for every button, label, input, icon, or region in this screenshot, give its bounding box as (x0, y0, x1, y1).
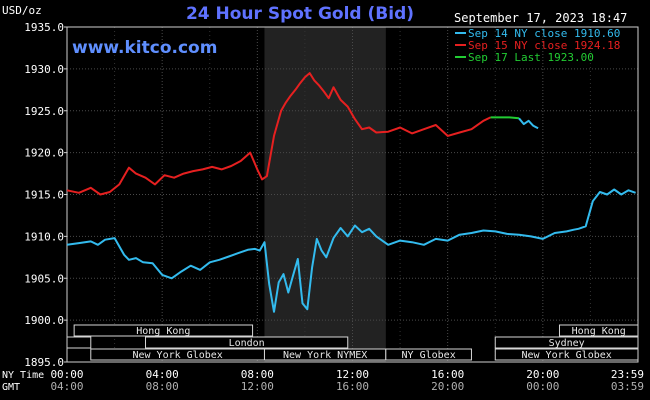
y-tick-label: 1910.0 (24, 230, 64, 243)
legend-label: Sep 14 NY close 1910.60 (468, 27, 620, 40)
series-line (66, 72, 491, 196)
y-tick-label: 1920.0 (24, 147, 64, 160)
y-tick-label: 1935.0 (24, 21, 64, 34)
session-label: London (229, 338, 265, 349)
session-box: Hong Kong (73, 324, 254, 337)
ny-time-label: NY Time (2, 370, 44, 381)
y-tick-label: 1905.0 (24, 272, 64, 285)
x-tick-label-gmt: 16:00 (336, 380, 369, 393)
legend-label: Sep 15 NY close 1924.18 (468, 39, 620, 52)
session-label: Hong Kong (572, 326, 626, 337)
x-tick-label-ny: 16:00 (431, 368, 464, 381)
x-tick-label-ny: 12:00 (336, 368, 369, 381)
y-tick-label: 1915.0 (24, 189, 64, 202)
y-axis-unit: USD/oz (2, 4, 42, 17)
gmt-label: GMT (2, 382, 20, 393)
price-series (66, 72, 636, 313)
y-tick-label: 1925.0 (24, 105, 64, 118)
session-box: New York Globex (494, 348, 639, 361)
chart-title: 24 Hour Spot Gold (Bid) (186, 4, 414, 24)
session-label: New York Globex (521, 350, 611, 361)
session-box: Sydney (494, 336, 639, 349)
series-line (518, 117, 539, 130)
session-box: Hong Kong (558, 324, 639, 337)
y-axis-ticks: 1935.0 1930.0 1925.0 1920.0 1915.0 1910.0 1905… (24, 21, 67, 369)
x-tick-label-ny: 04:00 (146, 368, 179, 381)
y-tick-label: 1930.0 (24, 63, 64, 76)
series-line (66, 188, 636, 313)
x-tick-label-gmt: 03:59 (611, 380, 644, 393)
grid-lines (67, 27, 638, 362)
site-link[interactable]: www.kitco.com (72, 38, 217, 58)
session-label: New York NYMEX (283, 350, 367, 361)
session-box: New York NYMEX (263, 348, 387, 361)
session-box-frame (145, 336, 349, 349)
x-tick-label-gmt: 08:00 (146, 380, 179, 393)
y-tick-label: 1900.0 (24, 314, 64, 327)
x-tick-label-gmt: 04:00 (50, 380, 83, 393)
x-axis-ticks: 00:0004:0004:0008:0008:0012:0012:0016:00… (50, 368, 644, 393)
session-label: NY Globex (402, 350, 456, 361)
session-box: NY Globex (385, 348, 472, 361)
y-tick-label: 1895.0 (24, 356, 64, 369)
legend-label: Sep 17 Last 1923.00 (468, 51, 594, 64)
x-tick-label-ny: 00:00 (50, 368, 83, 381)
session-box-frame (73, 324, 254, 337)
session-label: New York Globex (132, 350, 222, 361)
x-tick-label-gmt: 12:00 (241, 380, 274, 393)
chart-timestamp: September 17, 2023 18:47 (454, 11, 627, 25)
session-box: New York Globex (90, 348, 265, 361)
session-box: London (145, 336, 349, 349)
session-label: Sydney (549, 338, 585, 349)
x-tick-label-gmt: 00:00 (526, 380, 559, 393)
x-tick-label-ny: 20:00 (526, 368, 559, 381)
session-box (66, 336, 92, 349)
session-box-frame (66, 336, 92, 349)
x-tick-label-gmt: 20:00 (431, 380, 464, 393)
session-label: Hong Kong (136, 326, 190, 337)
x-tick-label-ny: 23:59 (611, 368, 644, 381)
session-box-frame (385, 348, 472, 361)
series-line (490, 116, 520, 120)
x-tick-label-ny: 08:00 (241, 368, 274, 381)
